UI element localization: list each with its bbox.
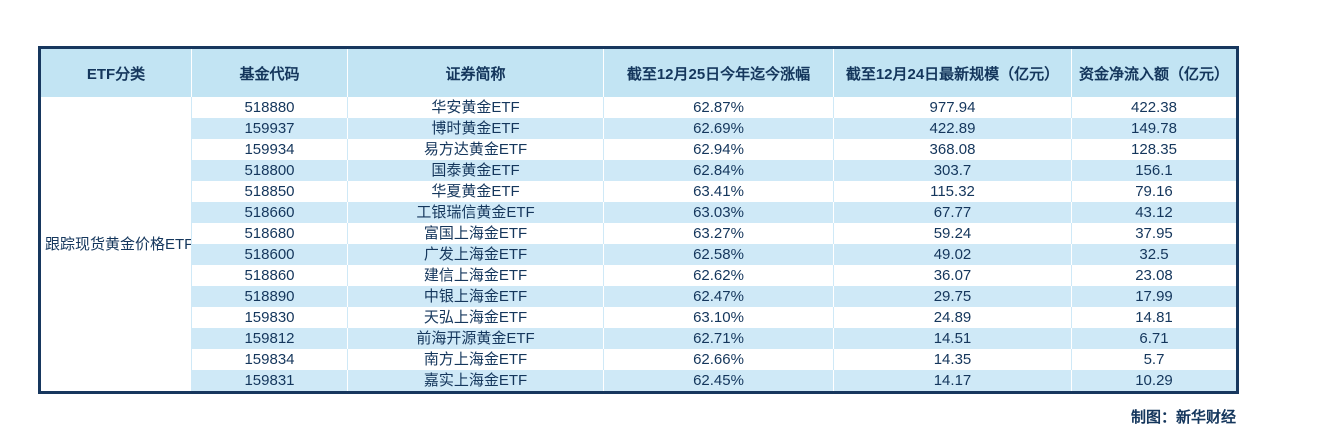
- cell-fund-code: 518660: [191, 202, 348, 223]
- cell-latest-aum: 977.94: [833, 97, 1072, 118]
- header-row: ETF分类 基金代码 证券简称 截至12月25日今年迄今涨幅 截至12月24日最…: [39, 47, 1238, 97]
- cell-latest-aum: 422.89: [833, 118, 1072, 139]
- cell-fund-code: 518800: [191, 160, 348, 181]
- cell-security-name: 华安黄金ETF: [347, 97, 604, 118]
- cell-fund-code: 518880: [191, 97, 348, 118]
- table-body: 跟踪现货黄金价格ETF 518880 华安黄金ETF 62.87% 977.94 422.…: [39, 97, 1238, 393]
- cell-ytd-return: 62.62%: [603, 265, 834, 286]
- cell-net-inflow: 5.7: [1071, 349, 1238, 370]
- cell-ytd-return: 62.94%: [603, 139, 834, 160]
- cell-latest-aum: 303.7: [833, 160, 1072, 181]
- cell-ytd-return: 62.45%: [603, 370, 834, 393]
- gold-etf-table: ETF分类 基金代码 证券简称 截至12月25日今年迄今涨幅 截至12月24日最…: [38, 46, 1239, 394]
- cell-net-inflow: 79.16: [1071, 181, 1238, 202]
- cell-latest-aum: 115.32: [833, 181, 1072, 202]
- col-header-ytd-return: 截至12月25日今年迄今涨幅: [603, 47, 834, 97]
- cell-net-inflow: 156.1: [1071, 160, 1238, 181]
- cell-latest-aum: 59.24: [833, 223, 1072, 244]
- cell-security-name: 广发上海金ETF: [347, 244, 604, 265]
- cell-latest-aum: 368.08: [833, 139, 1072, 160]
- cell-latest-aum: 14.51: [833, 328, 1072, 349]
- col-header-latest-aum: 截至12月24日最新规模（亿元）: [833, 47, 1072, 97]
- cell-security-name: 富国上海金ETF: [347, 223, 604, 244]
- table-row: 518660 工银瑞信黄金ETF 63.03% 67.77 43.12: [40, 202, 1238, 223]
- cell-security-name: 中银上海金ETF: [347, 286, 604, 307]
- col-header-net-inflow: 资金净流入额（亿元）: [1071, 47, 1238, 97]
- cell-latest-aum: 36.07: [833, 265, 1072, 286]
- cell-ytd-return: 62.71%: [603, 328, 834, 349]
- table-row: 518850 华夏黄金ETF 63.41% 115.32 79.16: [40, 181, 1238, 202]
- cell-security-name: 博时黄金ETF: [347, 118, 604, 139]
- cell-fund-code: 159934: [191, 139, 348, 160]
- table-row: 518600 广发上海金ETF 62.58% 49.02 32.5: [40, 244, 1238, 265]
- cell-fund-code: 159812: [191, 328, 348, 349]
- credit-text: 制图：新华财经: [1130, 409, 1236, 426]
- col-header-fund-code: 基金代码: [191, 47, 348, 97]
- table-row: 159831 嘉实上海金ETF 62.45% 14.17 10.29: [40, 370, 1238, 393]
- cell-ytd-return: 62.87%: [603, 97, 834, 118]
- cell-ytd-return: 63.10%: [603, 307, 834, 328]
- cell-net-inflow: 128.35: [1071, 139, 1238, 160]
- cell-net-inflow: 6.71: [1071, 328, 1238, 349]
- cell-net-inflow: 23.08: [1071, 265, 1238, 286]
- cell-net-inflow: 149.78: [1071, 118, 1238, 139]
- cell-net-inflow: 43.12: [1071, 202, 1238, 223]
- cell-security-name: 嘉实上海金ETF: [347, 370, 604, 393]
- etf-category-cell: 跟踪现货黄金价格ETF: [39, 97, 192, 393]
- cell-ytd-return: 63.41%: [603, 181, 834, 202]
- cell-fund-code: 159937: [191, 118, 348, 139]
- cell-security-name: 工银瑞信黄金ETF: [347, 202, 604, 223]
- cell-ytd-return: 62.66%: [603, 349, 834, 370]
- cell-ytd-return: 62.84%: [603, 160, 834, 181]
- cell-latest-aum: 49.02: [833, 244, 1072, 265]
- cell-net-inflow: 10.29: [1071, 370, 1238, 393]
- table-row: 跟踪现货黄金价格ETF 518880 华安黄金ETF 62.87% 977.94 422.…: [39, 97, 1238, 393]
- cell-fund-code: 518600: [191, 244, 348, 265]
- cell-ytd-return: 62.58%: [603, 244, 834, 265]
- cell-ytd-return: 62.47%: [603, 286, 834, 307]
- table-header: ETF分类 基金代码 证券简称 截至12月25日今年迄今涨幅 截至12月24日最…: [39, 47, 1238, 97]
- table-row: 159830 天弘上海金ETF 63.10% 24.89 14.81: [40, 307, 1238, 328]
- cell-ytd-return: 63.27%: [603, 223, 834, 244]
- table-row: 159934 易方达黄金ETF 62.94% 368.08 128.35: [40, 139, 1238, 160]
- table-row: 518860 建信上海金ETF 62.62% 36.07 23.08: [40, 265, 1238, 286]
- cell-security-name: 华夏黄金ETF: [347, 181, 604, 202]
- table-row: 159834 南方上海金ETF 62.66% 14.35 5.7: [40, 349, 1238, 370]
- table-row: 159937 博时黄金ETF 62.69% 422.89 149.78: [40, 118, 1238, 139]
- table-row: 518890 中银上海金ETF 62.47% 29.75 17.99: [40, 286, 1238, 307]
- cell-fund-code: 518680: [191, 223, 348, 244]
- cell-net-inflow: 14.81: [1071, 307, 1238, 328]
- cell-latest-aum: 24.89: [833, 307, 1072, 328]
- cell-fund-code: 518860: [191, 265, 348, 286]
- cell-latest-aum: 14.17: [833, 370, 1072, 393]
- cell-security-name: 建信上海金ETF: [347, 265, 604, 286]
- cell-net-inflow: 32.5: [1071, 244, 1238, 265]
- cell-latest-aum: 29.75: [833, 286, 1072, 307]
- cell-fund-code: 518890: [191, 286, 348, 307]
- cell-latest-aum: 14.35: [833, 349, 1072, 370]
- cell-net-inflow: 37.95: [1071, 223, 1238, 244]
- cell-latest-aum: 67.77: [833, 202, 1072, 223]
- col-header-etf-category: ETF分类: [39, 47, 192, 97]
- cell-security-name: 前海开源黄金ETF: [347, 328, 604, 349]
- cell-fund-code: 518850: [191, 181, 348, 202]
- cell-security-name: 易方达黄金ETF: [347, 139, 604, 160]
- cell-security-name: 南方上海金ETF: [347, 349, 604, 370]
- table-row: 518680 富国上海金ETF 63.27% 59.24 37.95: [40, 223, 1238, 244]
- cell-fund-code: 159834: [191, 349, 348, 370]
- cell-security-name: 天弘上海金ETF: [347, 307, 604, 328]
- col-header-security-name: 证券简称: [347, 47, 604, 97]
- cell-net-inflow: 422.38: [1071, 97, 1238, 118]
- cell-fund-code: 159830: [191, 307, 348, 328]
- cell-net-inflow: 17.99: [1071, 286, 1238, 307]
- table-row: 518800 国泰黄金ETF 62.84% 303.7 156.1: [40, 160, 1238, 181]
- cell-ytd-return: 62.69%: [603, 118, 834, 139]
- cell-fund-code: 159831: [191, 370, 348, 393]
- cell-security-name: 国泰黄金ETF: [347, 160, 604, 181]
- table-row: 159812 前海开源黄金ETF 62.71% 14.51 6.71: [40, 328, 1238, 349]
- cell-ytd-return: 63.03%: [603, 202, 834, 223]
